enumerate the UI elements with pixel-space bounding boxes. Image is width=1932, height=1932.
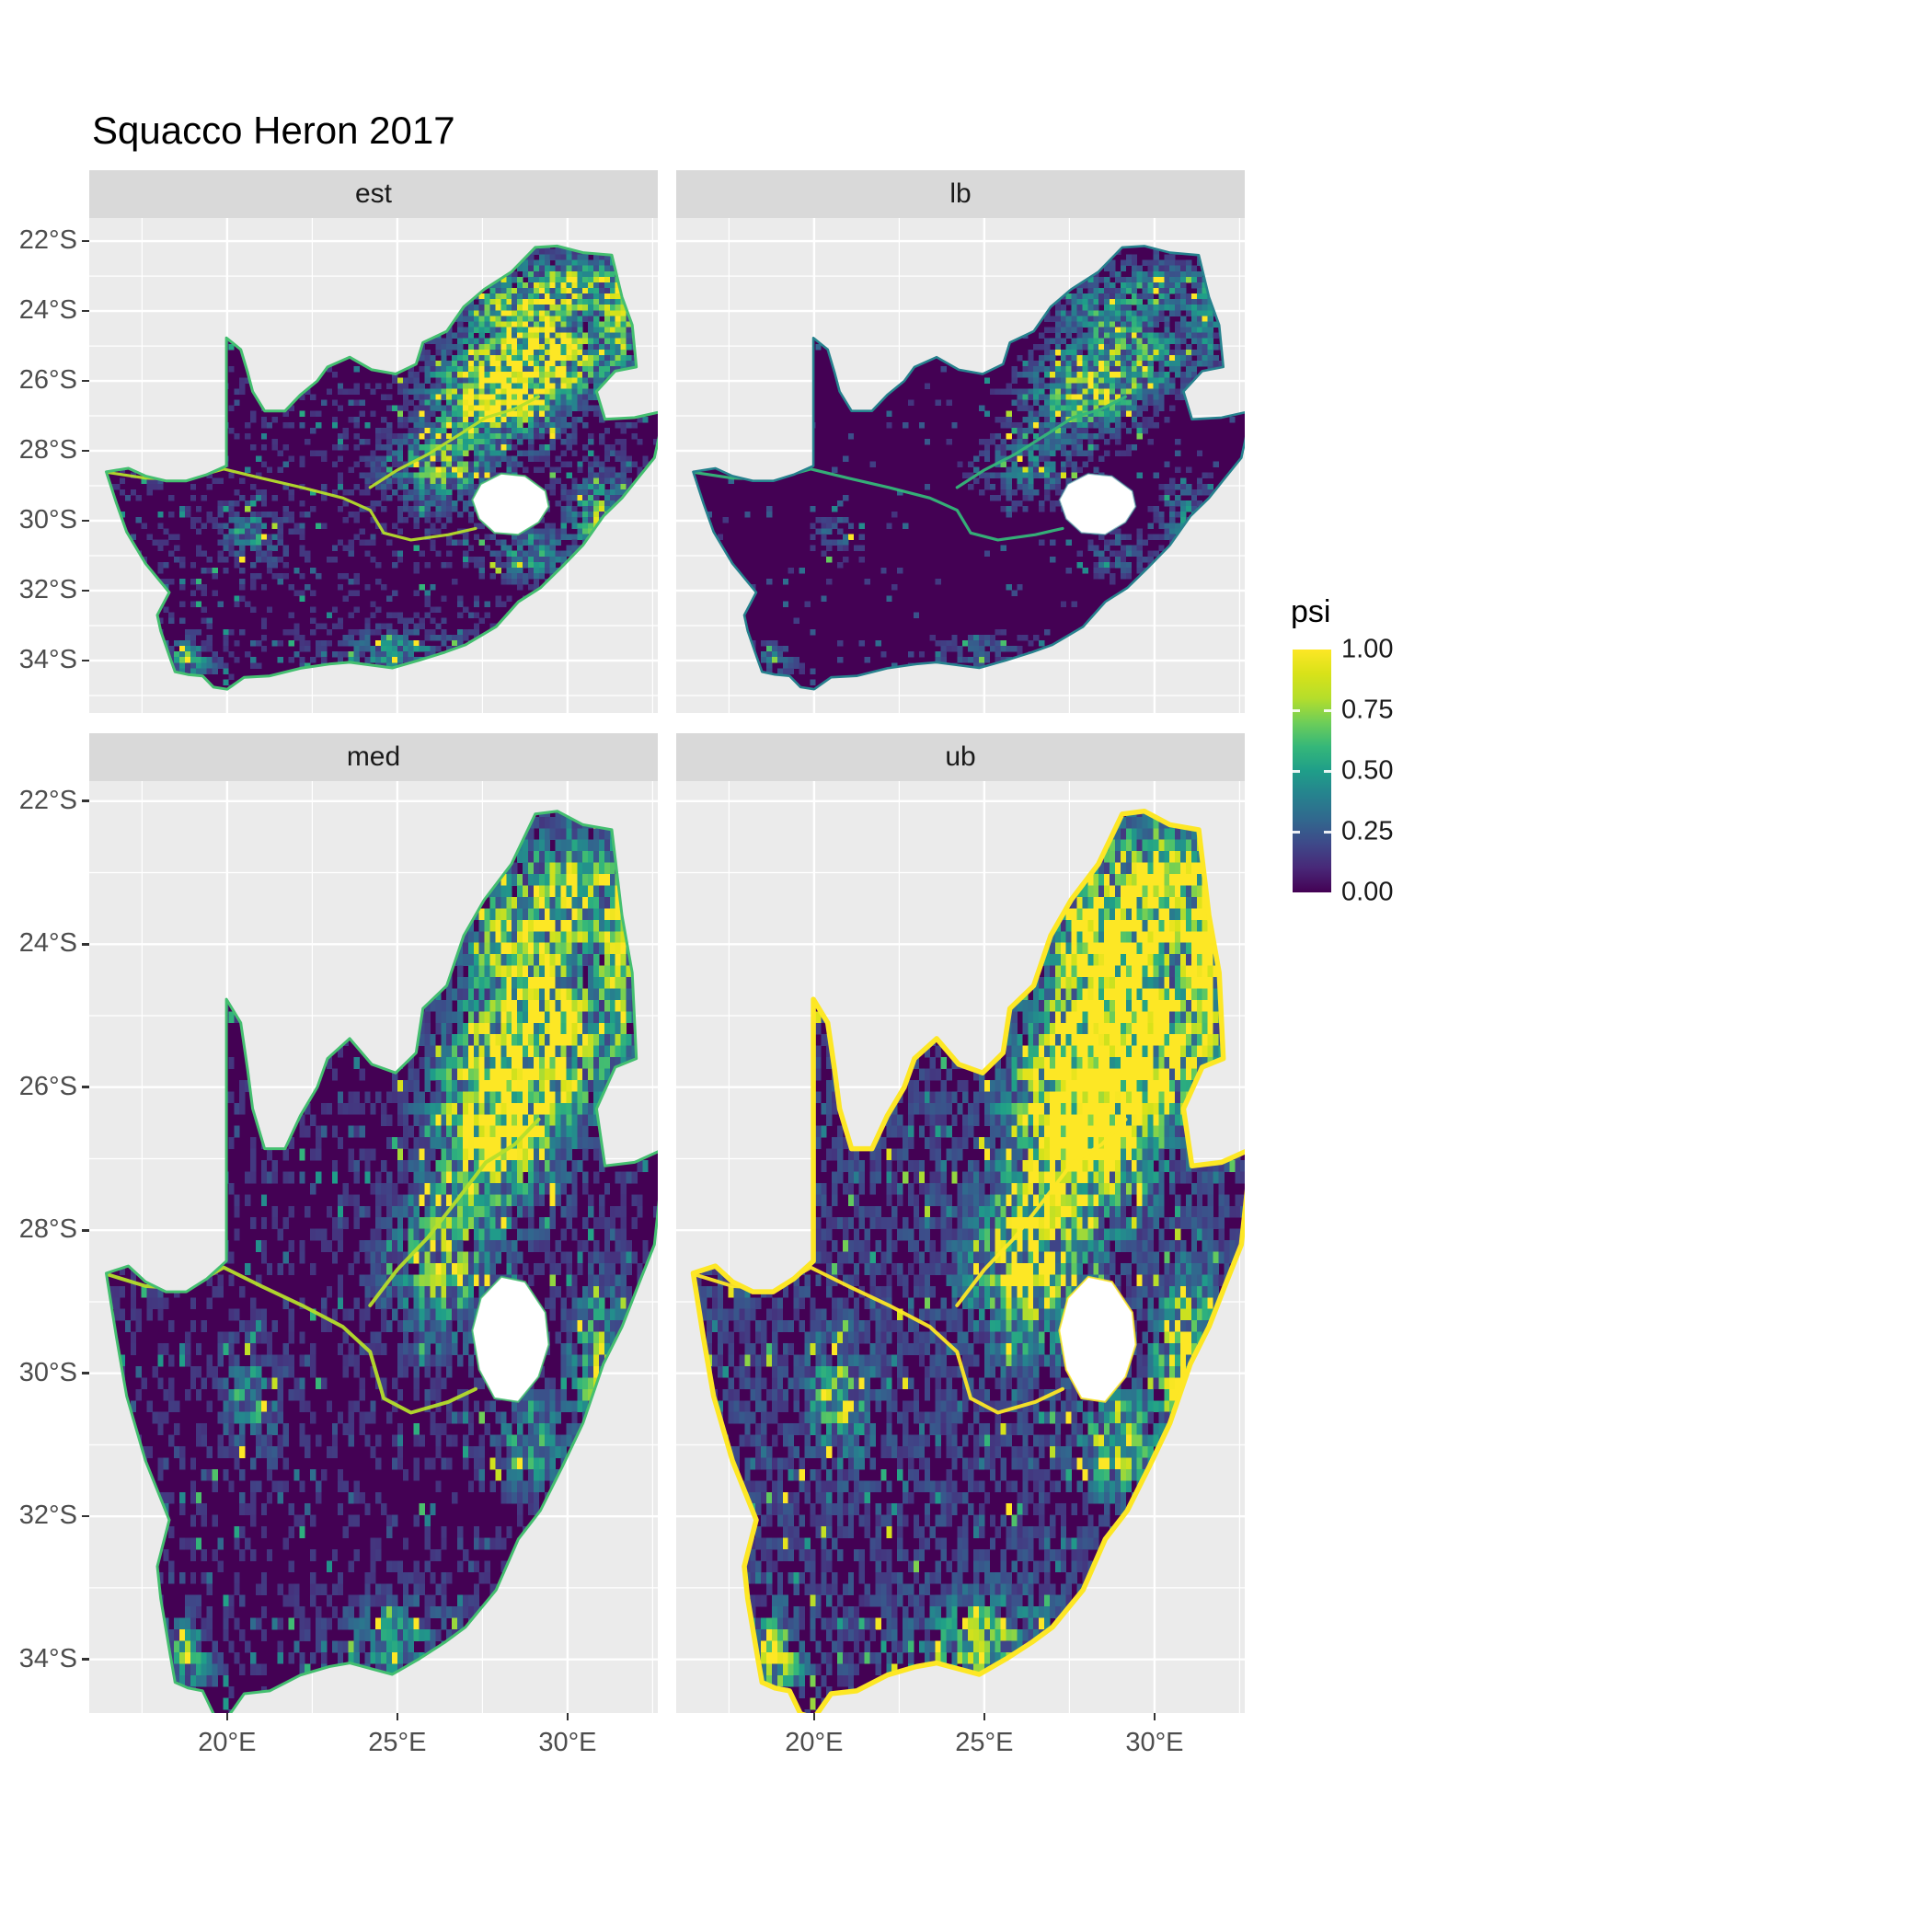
y-axis-tick [82,1514,89,1518]
legend-colorbar-tick [1324,769,1331,773]
facet-strip-label-lb: lb [949,178,972,209]
x-axis-tick [396,1713,399,1720]
y-axis-tick-label: 34°S [18,644,77,674]
x-axis-tick-label: 30°E [1125,1728,1184,1757]
map-panel-lb [676,218,1245,713]
legend-colorbar-tick [1293,830,1300,834]
legend-colorbar-tick [1293,769,1300,773]
y-axis-tick-label: 28°S [18,1214,77,1245]
y-axis-tick-label: 30°S [18,1357,77,1387]
x-axis-tick [983,1713,986,1720]
legend-label-0.25: 0.25 [1341,816,1394,846]
y-axis-tick [82,1658,89,1661]
y-axis-tick-label: 32°S [18,574,77,604]
legend-label-0.75: 0.75 [1341,695,1394,725]
facet-strip-label-est: est [354,178,393,209]
y-axis-tick [82,379,89,383]
y-axis-tick-label: 26°S [18,1071,77,1101]
y-axis-tick [82,519,89,523]
map-panel-est [89,218,658,713]
y-axis-tick-label: 22°S [18,785,77,815]
y-axis-tick [82,589,89,592]
x-axis-tick [812,1713,816,1720]
facet-strip-label-ub: ub [945,742,976,772]
facet-strip-lb: lb [676,170,1245,218]
y-axis-tick [82,1228,89,1232]
legend-title: psi [1291,594,1331,629]
y-axis-tick-label: 32°S [18,1501,77,1531]
facet-strip-ub: ub [676,733,1245,781]
y-axis-tick [82,659,89,662]
y-axis-tick [82,309,89,313]
facet-strip-label-med: med [346,742,401,772]
facet-strip-est: est [89,170,658,218]
x-axis-tick-label: 20°E [198,1728,257,1757]
x-axis-tick [566,1713,569,1720]
x-axis-tick-label: 25°E [368,1728,427,1757]
x-axis-tick [1153,1713,1156,1720]
y-axis-tick-label: 34°S [18,1643,77,1673]
y-axis-tick [82,1086,89,1089]
y-axis-tick-label: 24°S [18,928,77,959]
x-axis-tick-label: 25°E [955,1728,1014,1757]
legend-colorbar-tick [1324,830,1331,834]
map-panel-ub [676,781,1245,1713]
y-axis-tick-label: 24°S [18,294,77,325]
x-axis-tick [225,1713,229,1720]
legend-label-0.00: 0.00 [1341,877,1394,907]
y-axis-tick [82,942,89,946]
legend-colorbar-tick [1293,708,1300,712]
y-axis-tick-label: 22°S [18,224,77,255]
y-axis-tick [82,239,89,243]
y-axis-tick [82,449,89,453]
legend-label-1.00: 1.00 [1341,634,1394,664]
facet-strip-med: med [89,733,658,781]
legend-colorbar-tick [1324,708,1331,712]
y-axis-tick [82,1372,89,1374]
x-axis-tick-label: 30°E [538,1728,597,1757]
x-axis-tick-label: 20°E [785,1728,844,1757]
y-axis-tick [82,799,89,803]
y-axis-tick-label: 28°S [18,434,77,465]
legend-label-0.50: 0.50 [1341,755,1394,786]
y-axis-tick-label: 30°S [18,504,77,535]
y-axis-tick-label: 26°S [18,364,77,395]
plot-title: Squacco Heron 2017 [92,109,455,152]
map-panel-med [89,781,658,1713]
